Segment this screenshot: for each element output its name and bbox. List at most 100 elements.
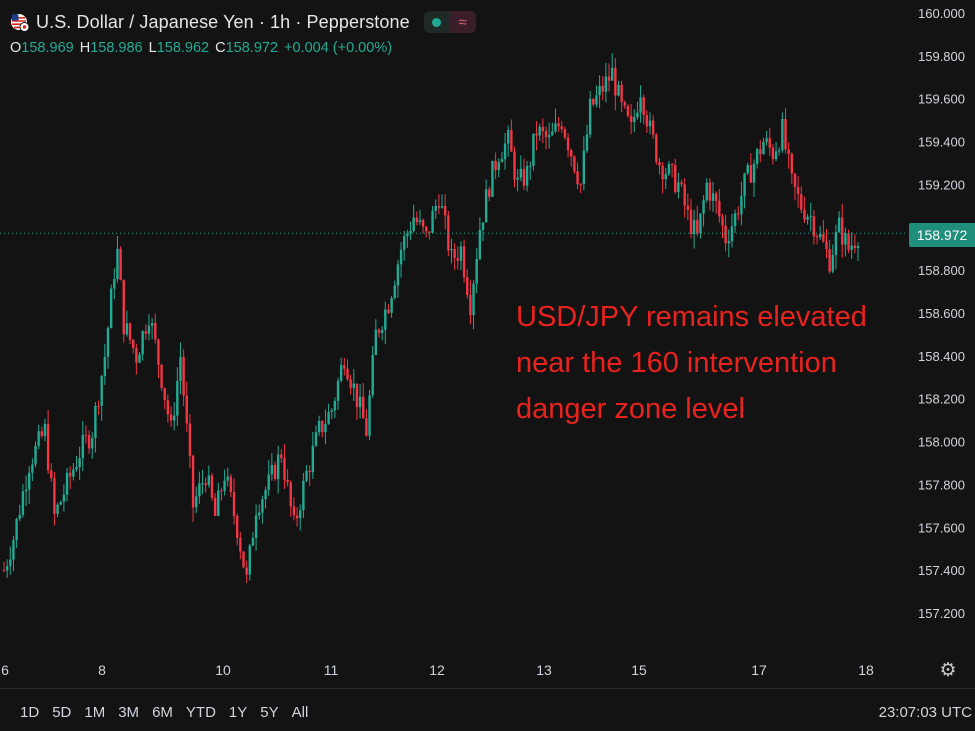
candle-body <box>346 368 349 380</box>
candle-body <box>18 514 21 519</box>
candle-body <box>384 309 387 330</box>
candle-body <box>576 171 579 185</box>
candle-body <box>626 105 630 117</box>
candle-body <box>462 246 466 278</box>
candle-body <box>358 396 362 408</box>
candle-body <box>677 182 680 192</box>
range-1m-button[interactable]: 1M <box>84 704 106 721</box>
candle-body <box>220 490 223 492</box>
candle-body <box>645 115 649 127</box>
range-6m-button[interactable]: 6M <box>152 704 173 721</box>
candle-body <box>182 356 185 396</box>
candle-body <box>727 241 730 244</box>
candle-body <box>513 151 516 180</box>
candle-body <box>226 476 229 481</box>
x-axis-ticks: 6 8 10 11 12 13 15 17 18 <box>1 662 874 678</box>
candle-body <box>59 501 62 505</box>
candle-body <box>264 489 267 500</box>
candle-body <box>450 248 453 251</box>
range-ytd-button[interactable]: YTD <box>185 704 216 721</box>
candle-body <box>138 354 141 363</box>
x-tick-label: 8 <box>98 662 106 678</box>
candle-body <box>321 420 324 433</box>
candle-body <box>494 160 497 171</box>
candle-body <box>371 355 374 396</box>
candle-body <box>484 189 488 223</box>
open-value: 158.969 <box>21 40 74 56</box>
gear-icon[interactable]: ⚙ <box>939 659 957 681</box>
candle-body <box>459 246 463 261</box>
candle-body <box>425 226 428 232</box>
candle-body <box>822 233 825 242</box>
candle-body <box>185 395 188 424</box>
candle-body <box>856 246 860 248</box>
candle-body <box>733 213 737 227</box>
candle-body <box>796 187 800 195</box>
open-label: O <box>10 40 22 56</box>
candle-body <box>122 279 125 335</box>
utc-clock[interactable]: 23:07:03 UTC <box>878 704 972 721</box>
market-status-pill[interactable]: ≈ <box>423 11 476 33</box>
candle-body <box>299 510 302 519</box>
range-5y-button[interactable]: 5Y <box>260 704 279 721</box>
candle-body <box>633 117 636 122</box>
candle-body <box>718 200 721 217</box>
candle-body <box>573 156 576 172</box>
candle-body <box>254 515 258 538</box>
candle-body <box>557 123 560 127</box>
candle-body <box>617 84 620 96</box>
candle-body <box>771 147 775 160</box>
candle-body <box>308 470 311 473</box>
candle-body <box>399 249 403 265</box>
candle-body <box>109 288 113 329</box>
range-all-button[interactable]: All <box>291 704 309 721</box>
candle-body <box>229 476 233 493</box>
candle-body <box>12 540 15 560</box>
candle-body <box>380 329 384 333</box>
candle-body <box>43 423 47 437</box>
candle-body <box>339 365 343 381</box>
range-5d-button[interactable]: 5D <box>52 704 72 721</box>
candle-body <box>330 410 333 412</box>
candle-body <box>188 423 192 456</box>
candle-body <box>809 216 812 218</box>
candle-body <box>163 388 166 401</box>
candle-body <box>604 76 608 92</box>
candle-body <box>825 241 828 249</box>
candle-body <box>661 165 664 180</box>
candle-body <box>128 323 132 340</box>
candle-body <box>787 149 790 155</box>
candle-body <box>132 339 135 349</box>
candle-body <box>800 194 803 210</box>
range-3m-button[interactable]: 3M <box>118 704 140 721</box>
x-tick-label: 10 <box>215 662 231 678</box>
candle-body <box>283 458 286 480</box>
candle-body <box>560 126 563 130</box>
range-1d-button[interactable]: 1D <box>20 704 40 721</box>
symbol-title[interactable]: U.S. Dollar / Japanese Yen · 1h · Pepper… <box>36 11 410 32</box>
y-tick-label: 159.800 <box>918 49 965 64</box>
candle-body <box>343 365 346 369</box>
candle-body <box>195 496 198 508</box>
candle-body <box>488 189 491 197</box>
candle-body <box>239 537 242 552</box>
candle-body <box>737 213 740 215</box>
candle-body <box>793 173 797 188</box>
candle-body <box>418 220 422 223</box>
candle-body <box>62 494 66 502</box>
candle-body <box>497 162 500 171</box>
candle-body <box>21 491 25 515</box>
candle-body <box>314 432 318 446</box>
candle-body <box>781 119 784 151</box>
candle-body <box>674 165 677 192</box>
candle-body <box>251 537 255 546</box>
candle-body <box>529 165 532 167</box>
candle-body <box>160 364 163 389</box>
candle-body <box>276 454 280 479</box>
candle-body <box>403 236 406 250</box>
candle-body <box>119 248 122 280</box>
candle-body <box>636 112 639 118</box>
range-1y-button[interactable]: 1Y <box>228 704 248 721</box>
annotation-line-3: danger zone level <box>516 393 745 425</box>
candle-body <box>655 134 658 162</box>
